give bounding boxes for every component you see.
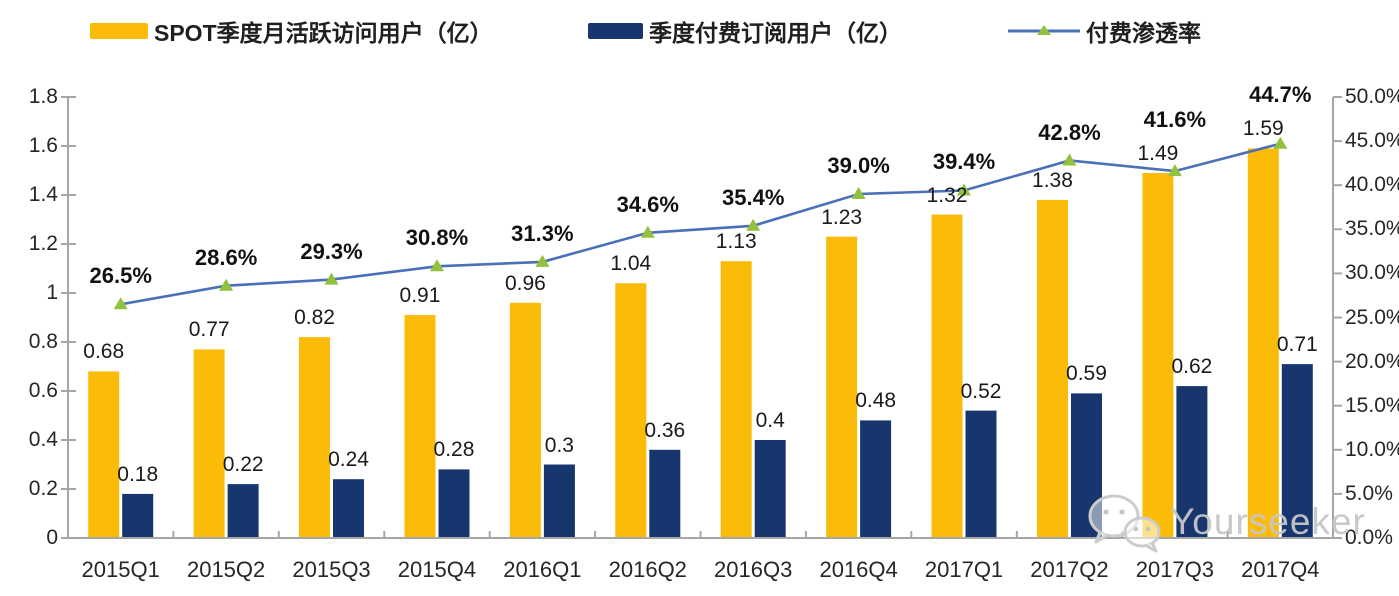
penetration-point bbox=[851, 187, 866, 199]
penetration-point bbox=[1167, 164, 1182, 177]
line-marker-legend-icon bbox=[1008, 25, 1080, 35]
subscribers-bar bbox=[754, 440, 786, 538]
penetration-point bbox=[640, 225, 655, 238]
mau-legend-swatch bbox=[90, 23, 148, 39]
legend-item-mau: SPOT季度月活跃访问用户（亿） bbox=[90, 14, 493, 48]
legend-label-subscribers: 季度付费订阅用户（亿） bbox=[649, 20, 902, 46]
penetration-point bbox=[746, 218, 761, 231]
subscribers-bar bbox=[965, 410, 997, 538]
mau-bar bbox=[1142, 173, 1174, 538]
penetration-line bbox=[120, 142, 1281, 306]
mau-bar bbox=[404, 315, 436, 538]
legend-item-subscribers: 季度付费订阅用户（亿） bbox=[588, 14, 902, 48]
subscribers-bar bbox=[649, 449, 681, 538]
legend-label-mau: SPOT季度月活跃访问用户（亿） bbox=[154, 20, 493, 46]
mau-bar bbox=[193, 349, 225, 538]
subscribers-bar bbox=[1071, 393, 1102, 538]
mau-bar bbox=[720, 261, 752, 538]
legend-item-penetration: 付费渗透率 bbox=[1008, 14, 1201, 48]
mau-bar bbox=[88, 371, 120, 538]
subscribers-bar bbox=[438, 469, 470, 538]
subscribers-bar bbox=[1176, 386, 1208, 538]
penetration-point bbox=[324, 272, 339, 285]
mau-bar bbox=[826, 236, 858, 538]
subscribers-legend-swatch bbox=[588, 23, 643, 39]
mau-bar bbox=[1037, 199, 1068, 538]
mau-bar bbox=[615, 283, 647, 538]
mau-bar bbox=[509, 302, 541, 538]
subscribers-bar bbox=[1281, 364, 1313, 538]
subscribers-bar bbox=[860, 420, 892, 538]
penetration-point bbox=[430, 259, 444, 272]
penetration-point bbox=[219, 278, 234, 291]
subscribers-bar bbox=[543, 464, 575, 538]
subscribers-bar bbox=[227, 484, 259, 538]
penetration-point bbox=[535, 254, 550, 267]
penetration-point bbox=[1273, 136, 1288, 149]
subscribers-bar bbox=[333, 479, 364, 538]
penetration-point bbox=[1062, 153, 1077, 166]
mau-bar bbox=[299, 337, 330, 538]
mau-bar bbox=[1247, 148, 1279, 538]
legend-label-penetration: 付费渗透率 bbox=[1086, 20, 1201, 46]
penetration-point bbox=[113, 297, 128, 310]
penetration-point bbox=[957, 183, 971, 196]
mau-bar bbox=[931, 214, 963, 538]
subscribers-bar bbox=[122, 493, 154, 538]
